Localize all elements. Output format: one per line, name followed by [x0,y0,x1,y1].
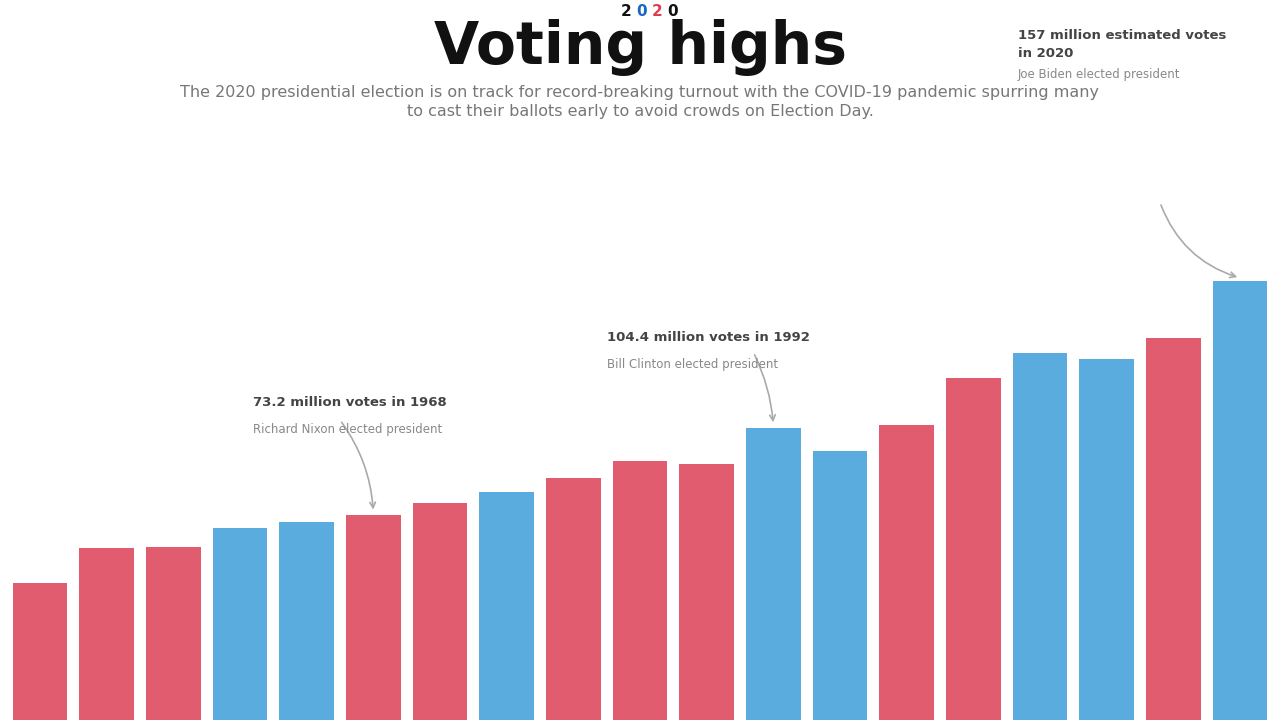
Bar [613,461,667,720]
Text: in 2020: in 2020 [1018,47,1073,60]
Text: Bill Clinton elected president: Bill Clinton elected president [607,358,778,371]
Bar [879,425,934,720]
Bar [746,428,801,720]
Bar [813,451,868,720]
Text: 104.4 million votes in 1992: 104.4 million votes in 1992 [607,331,809,344]
Bar [547,478,600,720]
Text: 0: 0 [636,4,646,19]
Text: Joe Biden elected president: Joe Biden elected president [1018,68,1180,81]
Bar [680,464,733,720]
Bar [279,523,334,720]
Text: The 2020 presidential election is on track for record-breaking turnout with the : The 2020 presidential election is on tra… [180,85,1100,100]
Bar [946,378,1001,720]
Text: 2: 2 [652,4,662,19]
Text: Richard Nixon elected president: Richard Nixon elected president [253,423,443,436]
Bar [479,492,534,720]
Bar [1079,359,1134,720]
Bar [13,583,68,720]
Text: 157 million estimated votes: 157 million estimated votes [1018,29,1226,42]
Bar [1012,353,1068,720]
Bar [79,548,134,720]
Text: Voting highs: Voting highs [434,19,846,76]
Bar [346,516,401,720]
Text: 0: 0 [667,4,677,19]
Text: 73.2 million votes in 1968: 73.2 million votes in 1968 [253,396,447,409]
Bar [146,546,201,720]
Bar [212,528,268,720]
Text: 2: 2 [621,4,631,19]
Text: to cast their ballots early to avoid crowds on Election Day.: to cast their ballots early to avoid cro… [407,104,873,119]
Bar [1146,338,1201,720]
Bar [1212,281,1267,720]
Bar [412,503,467,720]
